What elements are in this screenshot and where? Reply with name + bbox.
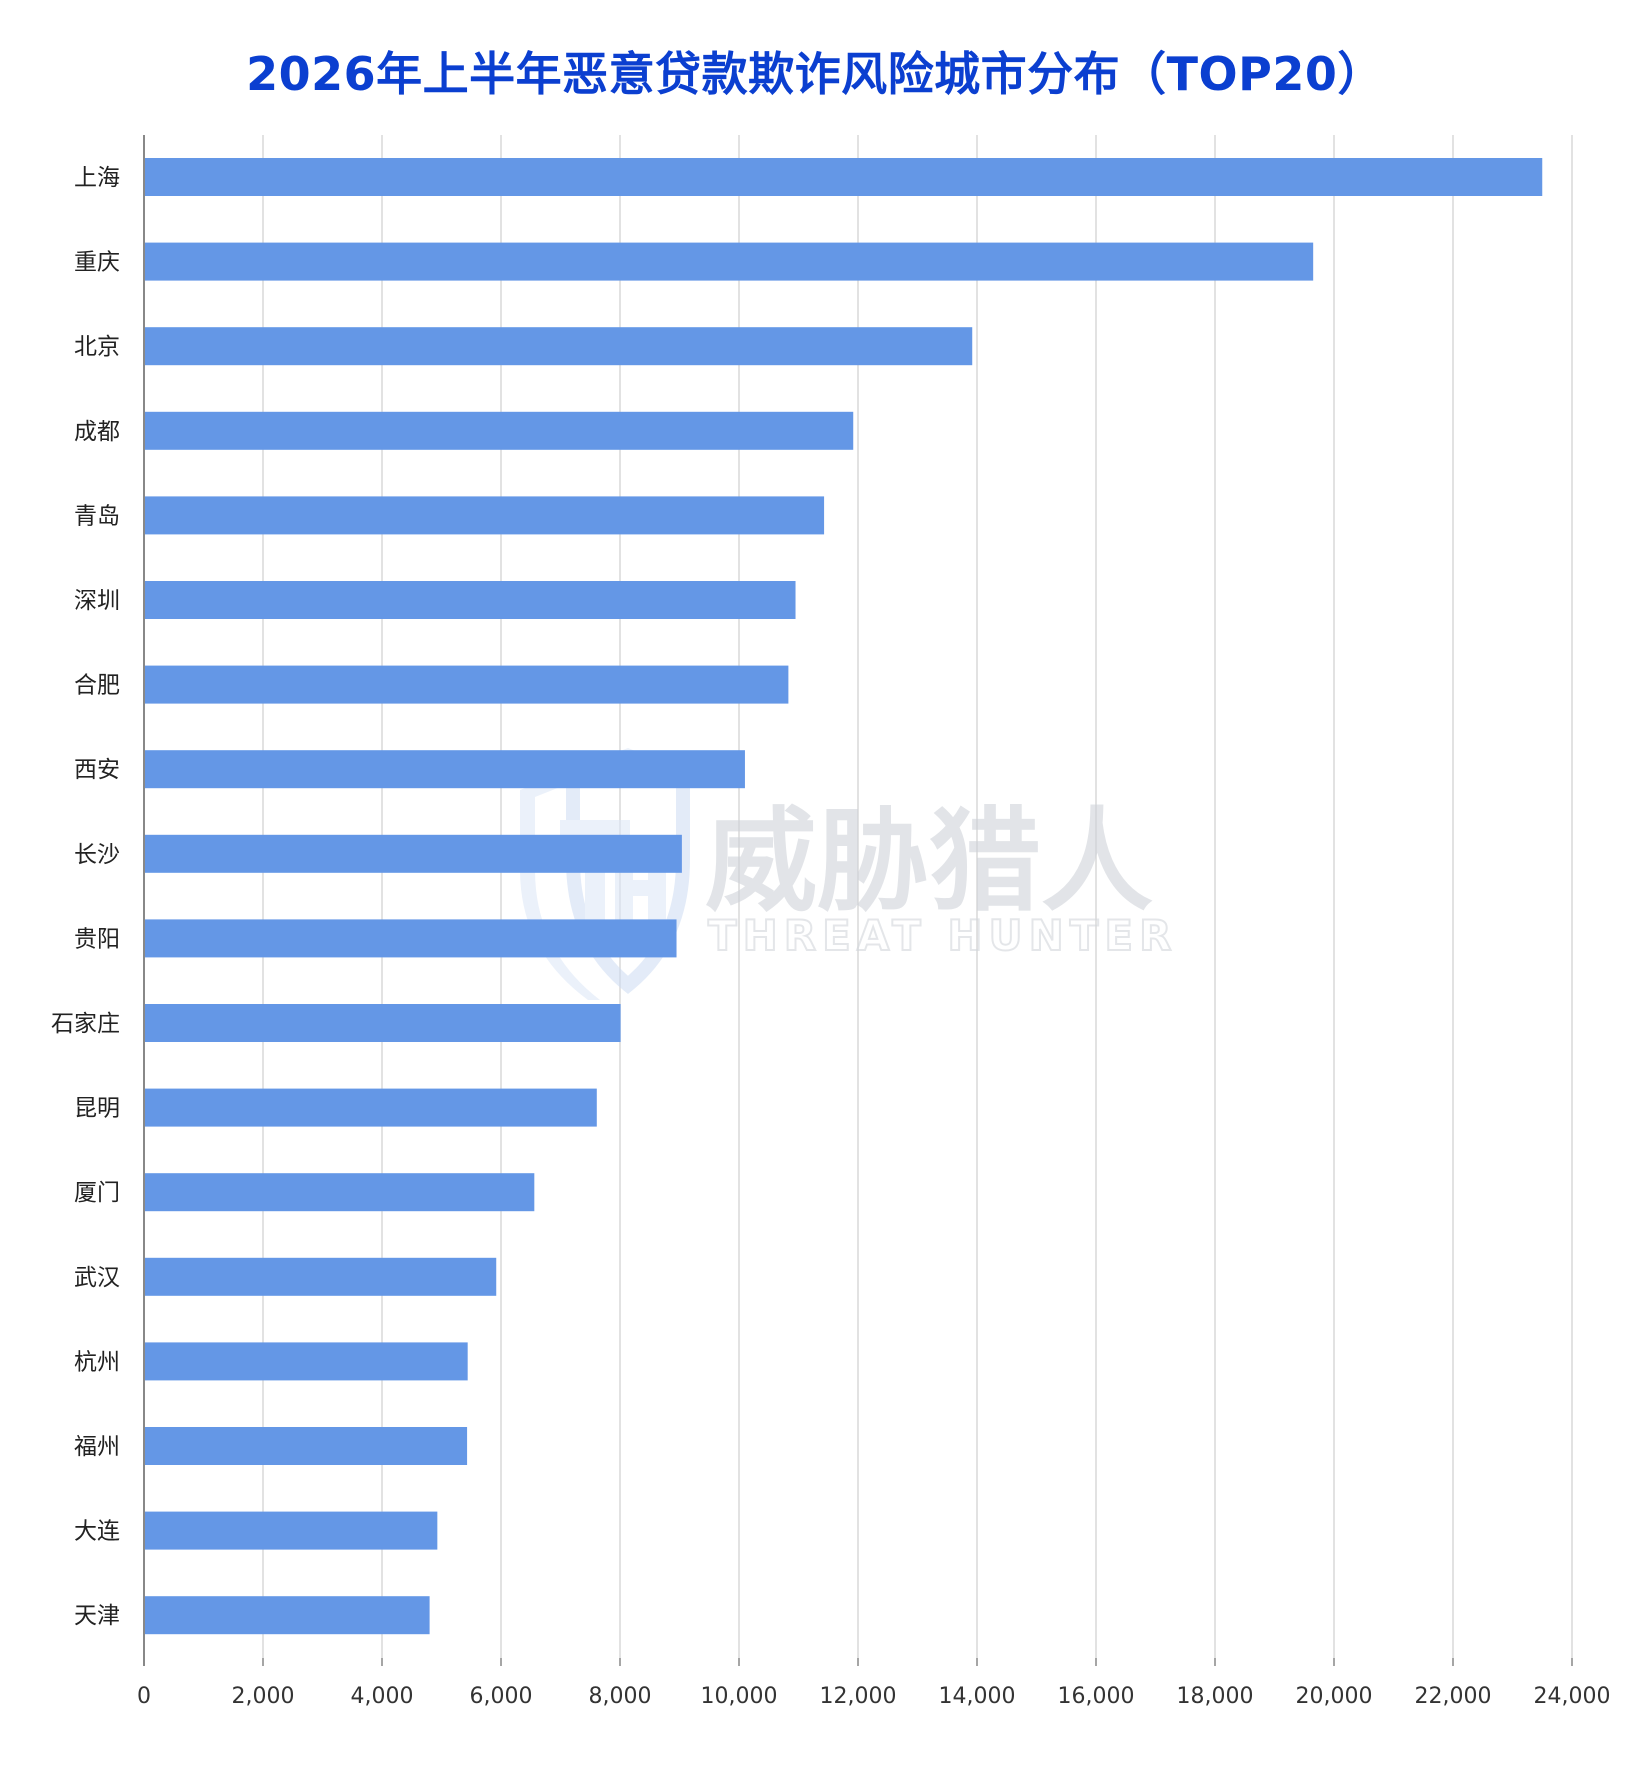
x-tick-label: 2,000 <box>232 1684 295 1709</box>
category-label: 长沙 <box>74 842 120 868</box>
x-tick-label: 10,000 <box>701 1684 778 1709</box>
x-tick-label: 6,000 <box>470 1684 533 1709</box>
x-tick-label: 0 <box>137 1684 151 1709</box>
category-label: 石家庄 <box>51 1011 120 1037</box>
bars <box>144 158 1543 1635</box>
x-tick-label: 24,000 <box>1534 1684 1611 1709</box>
bar <box>144 1511 438 1550</box>
bar <box>144 750 745 789</box>
category-label: 福州 <box>74 1434 120 1460</box>
bar <box>144 1173 535 1212</box>
bar <box>144 1342 468 1381</box>
bar <box>144 242 1314 281</box>
category-label: 贵阳 <box>74 926 120 952</box>
bar <box>144 411 854 450</box>
category-label: 深圳 <box>74 588 120 614</box>
x-tick-label: 4,000 <box>351 1684 414 1709</box>
watermark-cn: 威胁猎人 <box>705 797 1153 927</box>
chart-title: 2026年上半年恶意贷款欺诈风险城市分布（TOP20） <box>246 47 1384 101</box>
bar <box>144 665 789 704</box>
x-tick-label: 12,000 <box>820 1684 897 1709</box>
category-label: 厦门 <box>74 1180 120 1206</box>
x-tick-label: 16,000 <box>1058 1684 1135 1709</box>
bar <box>144 834 682 873</box>
category-label: 武汉 <box>74 1265 120 1291</box>
category-label: 上海 <box>74 165 120 191</box>
bar <box>144 1427 468 1465</box>
bar <box>144 1596 430 1635</box>
x-tick-label: 18,000 <box>1177 1684 1254 1709</box>
category-label: 西安 <box>74 757 120 783</box>
category-label: 合肥 <box>74 673 120 699</box>
category-label: 成都 <box>74 419 120 445</box>
gridlines <box>262 135 1573 1658</box>
category-label: 重庆 <box>74 250 120 276</box>
bar <box>144 1088 597 1127</box>
bar <box>144 1257 497 1296</box>
bar <box>144 158 1543 196</box>
category-label: 杭州 <box>74 1349 120 1375</box>
category-label: 北京 <box>74 334 120 360</box>
bar <box>144 581 796 619</box>
x-tick-label: 14,000 <box>939 1684 1016 1709</box>
x-axis-ticks: 0 2,000 4,000 6,000 8,000 10,000 12,000 14,000 1… <box>137 1658 1610 1709</box>
category-label: 大连 <box>74 1519 120 1545</box>
x-tick-label: 20,000 <box>1296 1684 1373 1709</box>
bar <box>144 1004 621 1042</box>
watermark-en: THREAT HUNTER <box>708 911 1177 960</box>
category-label: 青岛 <box>74 503 120 529</box>
bar <box>144 496 825 535</box>
category-label: 天津 <box>74 1603 120 1629</box>
category-label: 昆明 <box>74 1096 120 1122</box>
x-tick-label: 8,000 <box>589 1684 652 1709</box>
x-tick-label: 22,000 <box>1415 1684 1492 1709</box>
bar <box>144 327 973 366</box>
watermark: 威胁猎人 THREAT HUNTER <box>520 748 1177 1000</box>
bar <box>144 919 677 958</box>
